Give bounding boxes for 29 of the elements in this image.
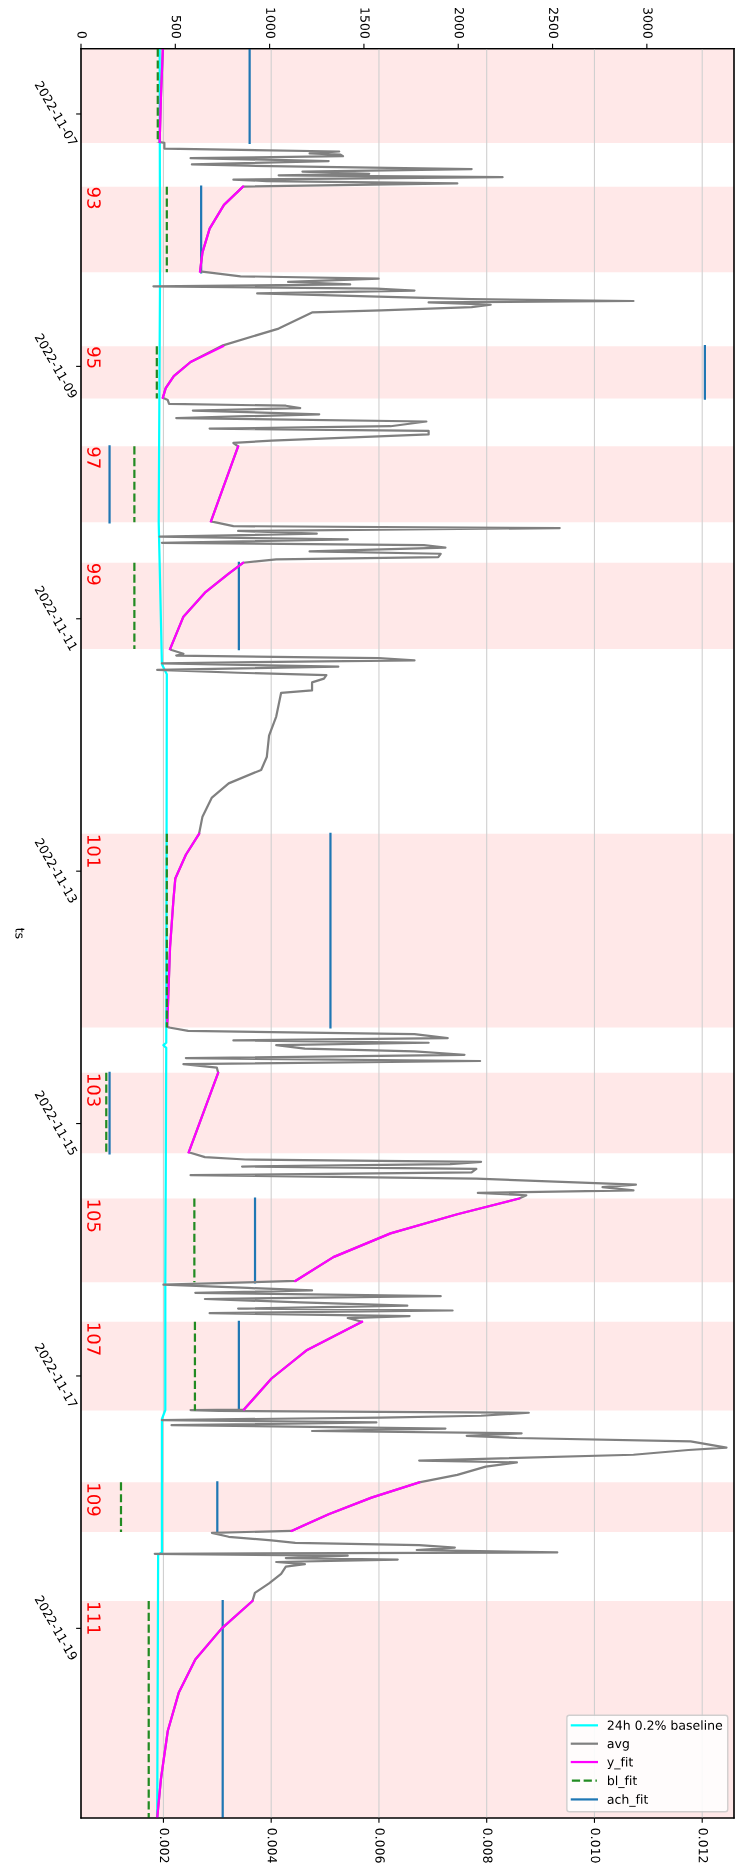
- x2-tick-label: 2000: [454, 7, 465, 39]
- x-tick-label: 0.002: [159, 1828, 170, 1863]
- legend-label: bl_fit: [608, 1775, 637, 1789]
- legend-label: y_fit: [607, 1756, 633, 1770]
- x2-tick-label: 0: [77, 31, 87, 39]
- legend-label: ach_fit: [607, 1794, 649, 1807]
- band-label: 109: [87, 1484, 101, 1516]
- legend-label: 24h 0.2% baseline: [607, 1720, 723, 1730]
- band-label: 93: [87, 187, 101, 209]
- x-tick-label: 0.010: [590, 1828, 601, 1863]
- x-tick-label: 0.008: [483, 1828, 493, 1863]
- x2-tick-label: 1500: [360, 8, 370, 39]
- x-tick-label: 0.012: [698, 1828, 709, 1863]
- band-label: 103: [87, 1074, 101, 1106]
- x-tick-label: 0.004: [267, 1828, 278, 1863]
- band-label: 111: [87, 1602, 101, 1634]
- x2-tick-label: 3000: [643, 8, 653, 39]
- band-label: 97: [87, 447, 101, 468]
- x2-tick-label: 500: [171, 15, 182, 39]
- band-label: 95: [87, 347, 101, 368]
- x2-tick-label: 2500: [548, 7, 559, 39]
- band-label: 101: [87, 835, 101, 867]
- x-tick-label: 0.006: [375, 1828, 385, 1863]
- y-axis-title: ts: [15, 927, 25, 939]
- x2-tick-label: 1000: [265, 8, 276, 39]
- band-label: 99: [87, 563, 101, 585]
- legend-label: avg: [607, 1741, 629, 1751]
- band-label: 107: [87, 1323, 101, 1355]
- band-label: 105: [87, 1200, 101, 1232]
